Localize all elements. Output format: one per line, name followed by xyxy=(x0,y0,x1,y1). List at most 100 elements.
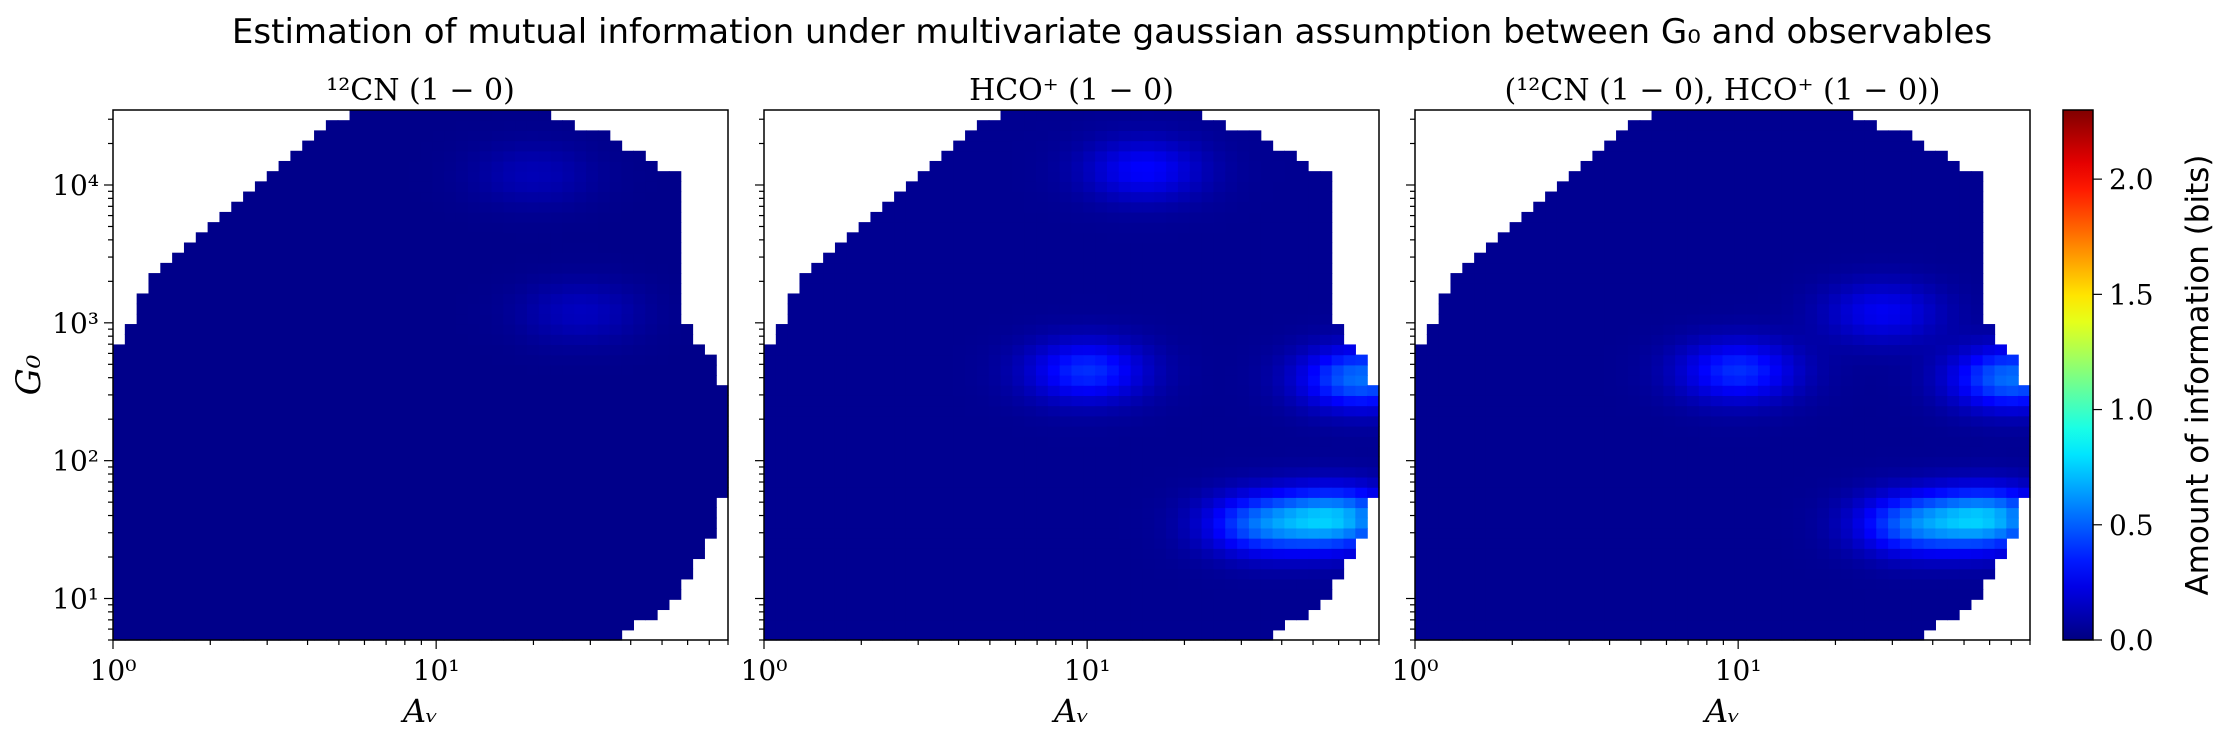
heatmap-cell xyxy=(337,415,351,427)
heatmap-cell xyxy=(136,527,150,539)
heatmap-cell xyxy=(1248,568,1262,580)
heatmap-cell xyxy=(278,303,292,315)
heatmap-cell xyxy=(1059,507,1073,519)
heatmap-cell xyxy=(526,324,540,335)
heatmap-cell xyxy=(609,334,623,346)
heatmap-cell xyxy=(1415,619,1428,631)
heatmap-cell xyxy=(1000,425,1013,437)
heatmap-cell xyxy=(1024,120,1037,131)
heatmap-cell xyxy=(1225,517,1238,529)
heatmap-cell xyxy=(1154,211,1167,223)
heatmap-cell xyxy=(467,232,481,244)
heatmap-cell xyxy=(882,262,895,274)
heatmap-cell xyxy=(515,140,528,152)
heatmap-cell xyxy=(1095,160,1108,172)
heatmap-cell xyxy=(657,303,670,315)
heatmap-cell xyxy=(1024,211,1037,223)
heatmap-cell xyxy=(1142,160,1155,172)
heatmap-cell xyxy=(562,629,575,641)
heatmap-cell xyxy=(349,476,362,488)
heatmap-cell xyxy=(586,487,599,498)
heatmap-cell xyxy=(1000,446,1013,458)
heatmap-cell xyxy=(385,222,398,233)
heatmap-cell xyxy=(965,130,978,142)
heatmap-cell xyxy=(882,487,895,498)
heatmap-cell xyxy=(1201,629,1215,641)
heatmap-cell xyxy=(597,181,611,193)
heatmap-cell xyxy=(988,456,1002,468)
heatmap-cell xyxy=(538,517,552,529)
heatmap-cell xyxy=(408,456,422,468)
heatmap-cell xyxy=(1177,293,1191,305)
heatmap-cell xyxy=(976,283,990,295)
heatmap-cell xyxy=(455,476,469,488)
heatmap-cell xyxy=(775,497,789,509)
heatmap-cell xyxy=(775,476,789,488)
heatmap-cell xyxy=(574,273,587,284)
heatmap-cell xyxy=(1189,405,1203,417)
heatmap-cell xyxy=(1213,527,1226,539)
heatmap-cell xyxy=(965,242,978,254)
heatmap-cell xyxy=(1154,527,1167,539)
heatmap-cell xyxy=(420,548,433,560)
heatmap-cell xyxy=(515,425,528,437)
heatmap-cell xyxy=(325,262,339,274)
heatmap-cell xyxy=(1130,436,1144,447)
heatmap-cell xyxy=(1450,375,1463,386)
heatmap-cell xyxy=(965,201,978,213)
heatmap-cell xyxy=(479,354,493,366)
heatmap-cell xyxy=(148,313,161,325)
heatmap-cell xyxy=(1047,181,1061,193)
heatmap-cell xyxy=(172,303,185,315)
heatmap-cell xyxy=(1450,517,1463,529)
heatmap-cell xyxy=(467,344,481,356)
heatmap-cell xyxy=(467,538,481,549)
heatmap-cell xyxy=(1308,242,1321,254)
heatmap-cell xyxy=(834,324,848,335)
heatmap-cell xyxy=(621,160,634,172)
heatmap-cell xyxy=(692,354,705,366)
heatmap-cell xyxy=(905,497,919,509)
heatmap-cell xyxy=(455,466,469,478)
heatmap-cell xyxy=(668,191,682,203)
heatmap-cell xyxy=(1450,619,1463,631)
heatmap-cell xyxy=(633,436,646,447)
heatmap-cell xyxy=(929,160,943,172)
heatmap-cell xyxy=(361,527,374,539)
heatmap-cell xyxy=(124,334,138,346)
heatmap-cell xyxy=(325,364,339,376)
heatmap-cell xyxy=(1000,191,1013,203)
heatmap-cell xyxy=(314,201,327,213)
heatmap-cell xyxy=(988,262,1002,274)
heatmap-cell xyxy=(113,497,126,509)
heatmap-cell xyxy=(1130,568,1144,580)
heatmap-cell xyxy=(621,476,634,488)
heatmap-cell xyxy=(1296,375,1309,386)
heatmap-cell xyxy=(550,466,564,478)
heatmap-cell xyxy=(1474,629,1487,641)
heatmap-cell xyxy=(1284,273,1297,284)
heatmap-cell xyxy=(1083,232,1096,244)
heatmap-cell xyxy=(1296,385,1309,396)
heatmap-cell xyxy=(917,578,931,590)
heatmap-cell xyxy=(905,375,919,386)
heatmap-cell xyxy=(1355,446,1368,458)
heatmap-cell xyxy=(1415,599,1428,611)
heatmap-cell xyxy=(503,558,516,570)
heatmap-cell xyxy=(1166,232,1179,244)
heatmap-cell xyxy=(1248,334,1262,346)
heatmap-cell xyxy=(231,436,244,447)
heatmap-cell xyxy=(917,497,931,509)
heatmap-cell xyxy=(941,619,954,631)
heatmap-cell xyxy=(953,599,966,611)
heatmap-cell xyxy=(550,497,564,509)
heatmap-cell xyxy=(290,201,303,213)
heatmap-cell xyxy=(1426,364,1440,376)
heatmap-cell xyxy=(953,568,966,580)
heatmap-cell xyxy=(1319,252,1333,264)
heatmap-cell xyxy=(183,538,197,549)
heatmap-cell xyxy=(1000,110,1013,121)
heatmap-cell xyxy=(432,160,445,172)
heatmap-cell xyxy=(373,293,386,305)
heatmap-cell xyxy=(846,395,860,407)
